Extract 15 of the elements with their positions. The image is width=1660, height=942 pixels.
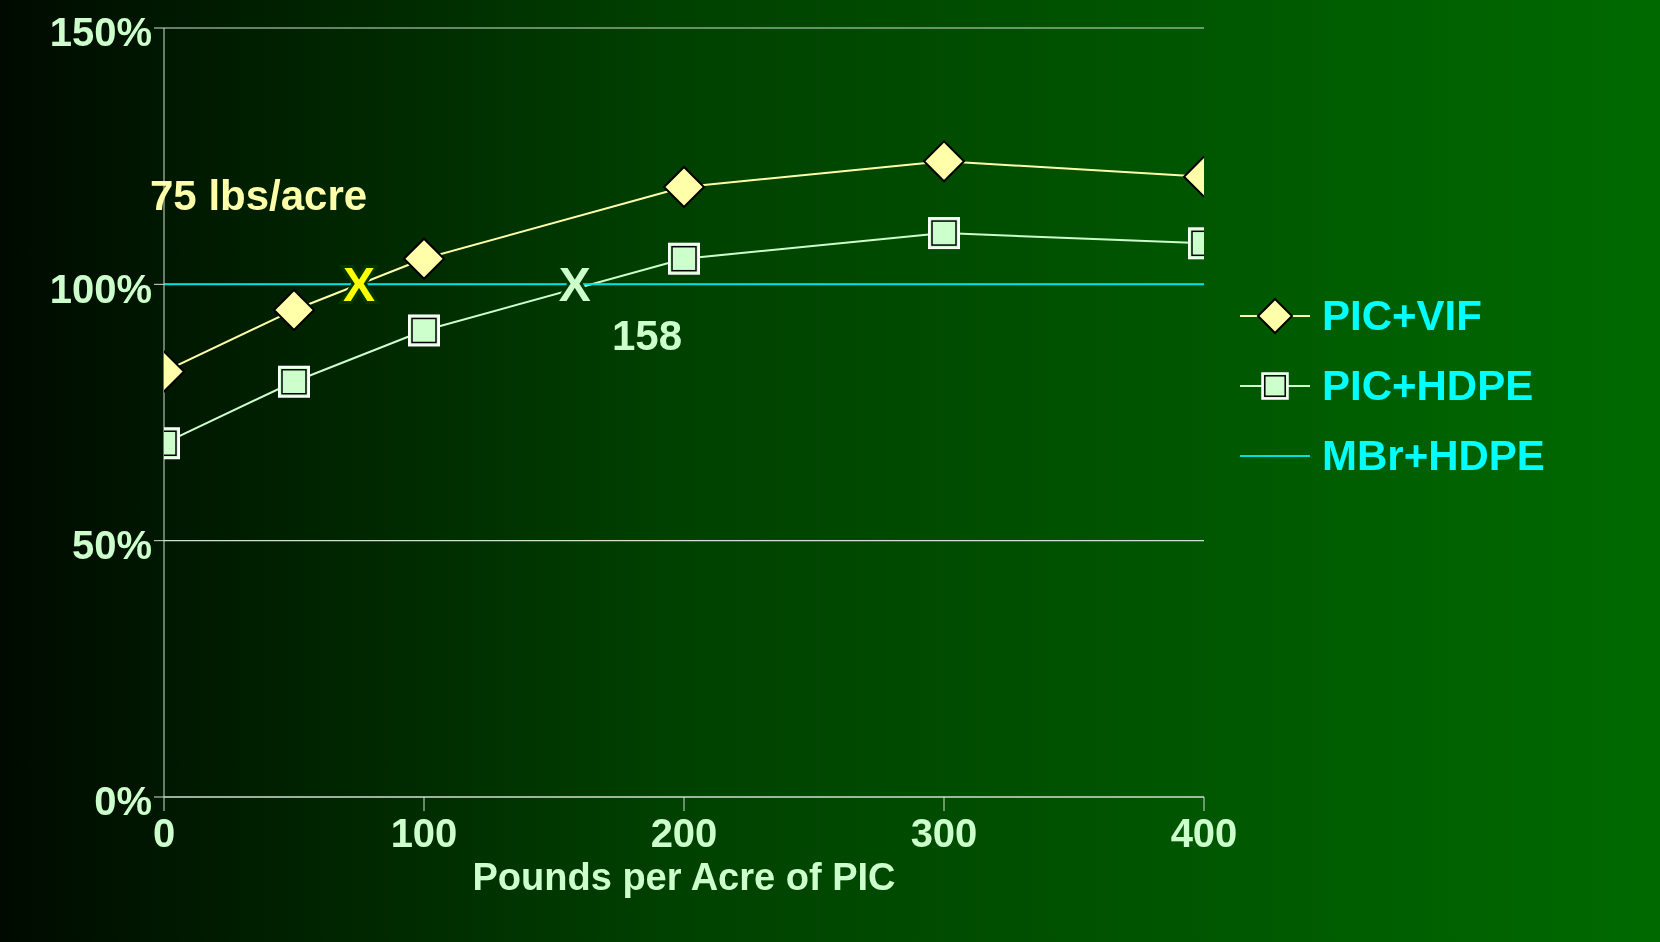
y-tick-label: 150%	[49, 10, 152, 55]
x-tick-label: 300	[910, 811, 978, 856]
y-tick-label: 100%	[49, 266, 152, 311]
legend-label: MBr+HDPE	[1322, 432, 1545, 480]
y-tick-label: 0%	[94, 779, 152, 824]
x-tick-label: 0	[152, 811, 176, 856]
annotation: 75 lbs/acre	[150, 172, 368, 220]
legend-label: PIC+HDPE	[1322, 362, 1534, 410]
x-tick-label: 200	[650, 811, 718, 856]
annotation: 158	[612, 312, 683, 360]
legend-label: PIC+VIF	[1322, 292, 1482, 340]
x-axis-title: Pounds per Acre of PIC	[472, 856, 896, 898]
x-tick-label: 100	[390, 811, 458, 856]
y-tick-label: 50%	[71, 522, 152, 567]
x-tick-label: 400	[1170, 811, 1238, 856]
